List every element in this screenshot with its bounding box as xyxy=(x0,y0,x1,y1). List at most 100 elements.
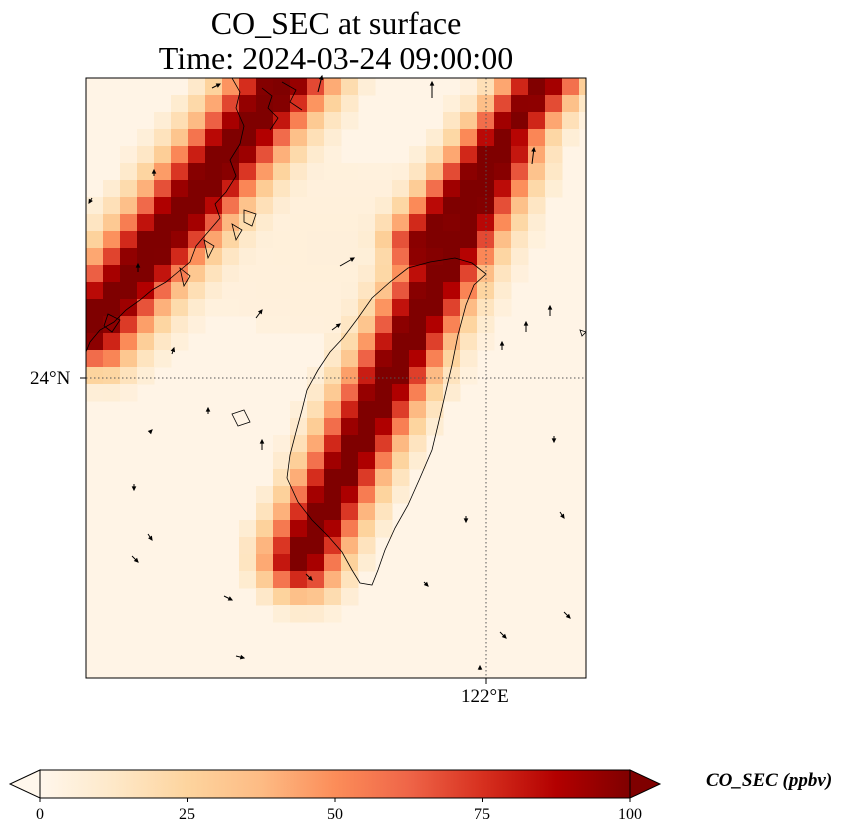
concentration-cell xyxy=(290,129,308,147)
concentration-cell xyxy=(511,95,529,113)
concentration-cell xyxy=(375,282,393,300)
concentration-cell xyxy=(443,180,461,198)
concentration-cell xyxy=(307,282,325,300)
concentration-cell xyxy=(477,163,495,181)
concentration-cell xyxy=(222,146,240,164)
concentration-cell xyxy=(154,214,172,232)
concentration-cell xyxy=(205,163,223,181)
wind-vector-head xyxy=(133,557,139,563)
concentration-cell xyxy=(120,180,138,198)
taiwan-coastline xyxy=(286,257,487,586)
concentration-cell xyxy=(273,231,291,249)
concentration-cell xyxy=(256,95,274,113)
concentration-cell xyxy=(409,435,427,453)
concentration-cell xyxy=(307,163,325,181)
concentration-cell xyxy=(409,146,427,164)
concentration-cell xyxy=(239,554,257,572)
concentration-cell xyxy=(239,197,257,215)
concentration-cell xyxy=(120,265,138,283)
concentration-cell xyxy=(528,95,546,113)
concentration-cell xyxy=(375,486,393,504)
concentration-cell xyxy=(171,333,189,351)
concentration-cell xyxy=(392,350,410,368)
concentration-cell xyxy=(256,503,274,521)
wind-vector-head xyxy=(131,486,137,492)
concentration-cell xyxy=(409,163,427,181)
concentration-cell xyxy=(188,112,206,130)
concentration-cell xyxy=(460,163,478,181)
concentration-cell xyxy=(460,129,478,147)
concentration-cell xyxy=(426,214,444,232)
concentration-cell xyxy=(171,265,189,283)
concentration-cell xyxy=(324,452,342,470)
wind-vector-head xyxy=(463,518,469,524)
concentration-cell xyxy=(273,129,291,147)
concentration-cell xyxy=(443,316,461,334)
concentration-cell xyxy=(324,146,342,164)
concentration-cell xyxy=(137,231,155,249)
concentration-cell xyxy=(358,537,376,555)
concentration-cell xyxy=(290,248,308,266)
concentration-cell xyxy=(409,214,427,232)
concentration-cell xyxy=(443,112,461,130)
concentration-cell xyxy=(494,231,512,249)
concentration-cell xyxy=(137,129,155,147)
concentration-cell xyxy=(273,248,291,266)
concentration-cell xyxy=(562,129,580,147)
concentration-cell xyxy=(205,95,223,113)
concentration-cell xyxy=(375,265,393,283)
concentration-cell xyxy=(171,214,189,232)
concentration-cell xyxy=(154,231,172,249)
concentration-cell xyxy=(103,282,121,300)
concentration-cell xyxy=(579,78,586,96)
concentration-cell xyxy=(460,367,478,385)
concentration-cell xyxy=(205,146,223,164)
concentration-cell xyxy=(443,129,461,147)
latitude-tick-label: 24°N xyxy=(30,368,71,389)
concentration-cell xyxy=(358,316,376,334)
wind-vector-head xyxy=(135,262,141,268)
concentration-cell xyxy=(273,469,291,487)
wind-vector-head xyxy=(523,320,529,326)
concentration-cell xyxy=(358,350,376,368)
concentration-cell xyxy=(494,214,512,232)
concentration-cell xyxy=(239,571,257,589)
concentration-cell xyxy=(562,95,580,113)
concentration-cell xyxy=(256,231,274,249)
concentration-cell xyxy=(290,316,308,334)
concentration-cell xyxy=(324,180,342,198)
concentration-cell xyxy=(137,282,155,300)
concentration-cell xyxy=(290,78,308,96)
wind-vector-head xyxy=(147,429,153,435)
concentration-cell xyxy=(188,180,206,198)
concentration-cell xyxy=(426,367,444,385)
concentration-cell xyxy=(307,537,325,555)
concentration-cell xyxy=(120,367,138,385)
concentration-cell xyxy=(290,605,308,623)
concentration-cell xyxy=(137,316,155,334)
concentration-cell xyxy=(103,180,121,198)
concentration-cell xyxy=(307,112,325,130)
concentration-cell xyxy=(137,299,155,317)
concentration-cell xyxy=(154,248,172,266)
concentration-cell xyxy=(307,469,325,487)
concentration-cell xyxy=(341,435,359,453)
concentration-cell xyxy=(324,214,342,232)
concentration-cell xyxy=(256,180,274,198)
concentration-cell xyxy=(324,129,342,147)
concentration-cell xyxy=(137,214,155,232)
mainland-coastline xyxy=(86,78,245,353)
concentration-cell xyxy=(426,146,444,164)
concentration-cell xyxy=(477,197,495,215)
concentration-cell xyxy=(256,248,274,266)
concentration-cell xyxy=(154,163,172,181)
concentration-cell xyxy=(324,384,342,402)
colorbar-max-extension xyxy=(629,769,662,799)
concentration-cell xyxy=(341,248,359,266)
concentration-cell xyxy=(239,163,257,181)
concentration-cell xyxy=(307,588,325,606)
concentration-cell xyxy=(120,146,138,164)
concentration-cell xyxy=(460,180,478,198)
concentration-cell xyxy=(375,180,393,198)
concentration-cell xyxy=(477,248,495,266)
